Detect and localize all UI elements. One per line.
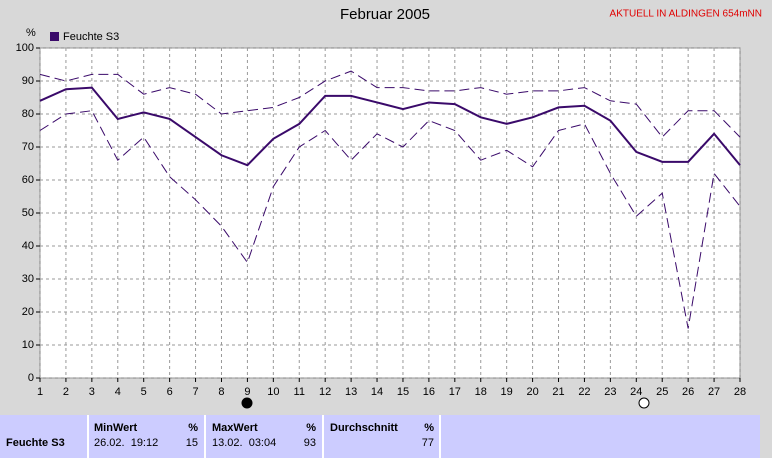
time: 13.02. 03:04 [212,437,276,449]
chart-title: Februar 2005 [340,6,430,23]
legend-swatch [50,32,59,41]
subtitle: AKTUELL IN ALDINGEN 654mNN [610,9,762,20]
series-line [39,86,741,167]
y-tick-label: 70 [22,141,34,153]
x-tick-label: 4 [115,386,121,398]
y-tick-label: 80 [22,108,34,120]
row-label: Feuchte S3 [6,437,65,449]
x-tick-label: 18 [475,386,487,398]
stats-table: Feuchte S3 MinWert % 26.02. 19:12 15 Max… [0,415,760,458]
x-tick-label: 26 [682,386,694,398]
x-tick-label: 9 [244,386,250,398]
col-unit: % [424,422,434,434]
x-tick-label: 16 [423,386,435,398]
x-tick-label: 25 [656,386,668,398]
value: 77 [422,437,434,449]
x-tick-label: 10 [267,386,279,398]
x-tick-label: 19 [501,386,513,398]
x-tick-label: 20 [526,386,538,398]
y-tick-label: 10 [22,339,34,351]
series-line [39,110,741,329]
col-header: MinWert [94,422,138,434]
x-tick-label: 1 [37,386,43,398]
x-tick-label: 5 [141,386,147,398]
y-tick-label: 0 [28,372,34,384]
x-tick-label: 12 [319,386,331,398]
x-tick-label: 7 [192,386,198,398]
y-tick-label: 50 [22,207,34,219]
moon-icon [241,397,253,409]
y-tick-label: 20 [22,306,34,318]
col-header: MaxWert [212,422,258,434]
series-line [39,70,741,138]
y-tick-label: 60 [22,174,34,186]
y-tick-label: 30 [22,273,34,285]
x-tick-label: 22 [578,386,590,398]
col-header: Durchschnitt [330,422,398,434]
moon-icon [638,397,650,409]
x-tick-label: 6 [167,386,173,398]
x-tick-label: 23 [604,386,616,398]
x-tick-label: 8 [218,386,224,398]
x-tick-label: 14 [371,386,383,398]
x-tick-label: 17 [449,386,461,398]
legend-label: Feuchte S3 [63,31,119,43]
y-axis-label: % [26,27,36,39]
y-tick-label: 100 [16,42,34,54]
x-tick-label: 13 [345,386,357,398]
col-unit: % [188,422,198,434]
table-bg [0,415,760,458]
x-tick-label: 27 [708,386,720,398]
x-tick-label: 3 [89,386,95,398]
x-tick-label: 21 [552,386,564,398]
x-tick-label: 15 [397,386,409,398]
y-tick-label: 90 [22,75,34,87]
x-tick-label: 2 [63,386,69,398]
value: 15 [186,437,198,449]
value: 93 [304,437,316,449]
col-unit: % [306,422,316,434]
x-tick-label: 28 [734,386,746,398]
x-tick-label: 11 [294,386,305,398]
y-tick-label: 40 [22,240,34,252]
x-tick-label: 24 [630,386,642,398]
time: 26.02. 19:12 [94,437,158,449]
